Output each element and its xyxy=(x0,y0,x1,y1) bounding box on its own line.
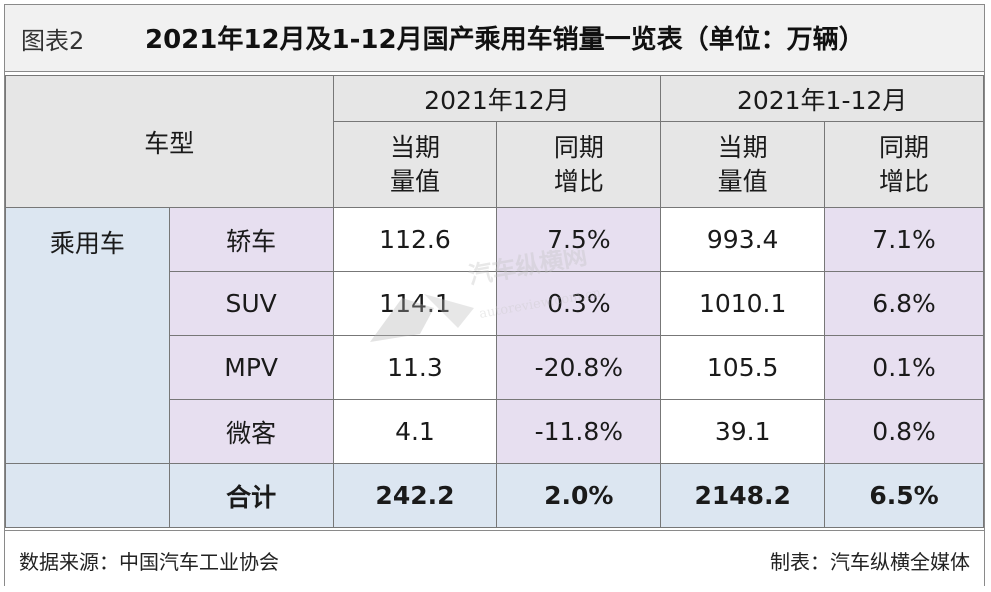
row-year-yoy: 0.1% xyxy=(824,335,984,400)
figure-frame: 图表2 2021年12月及1-12月国产乘用车销量一览表（单位：万辆） 车型 2… xyxy=(4,4,985,586)
total-row: 合计 242.2 2.0% 2148.2 6.5% xyxy=(5,463,984,528)
header-year-current-line2: 量值 xyxy=(717,166,768,196)
row-year-value: 993.4 xyxy=(660,207,826,272)
row-type: SUV xyxy=(168,271,334,336)
header-dec-current: 当期 量值 xyxy=(332,121,498,208)
header-period-dec: 2021年12月 xyxy=(332,75,662,122)
row-dec-value: 11.3 xyxy=(332,335,498,400)
row-dec-value: 112.6 xyxy=(332,207,498,272)
figure-title: 2021年12月及1-12月国产乘用车销量一览表（单位：万辆） xyxy=(145,25,865,55)
header-year-current: 当期 量值 xyxy=(660,121,826,208)
row-year-value: 1010.1 xyxy=(660,271,826,336)
row-dec-value: 4.1 xyxy=(332,399,498,464)
row-year-value: 39.1 xyxy=(660,399,826,464)
header-dec-current-line1: 当期 xyxy=(389,132,440,162)
row-year-value: 105.5 xyxy=(660,335,826,400)
total-year-yoy: 6.5% xyxy=(824,463,984,528)
table-row: SUV 114.1 0.3% 1010.1 6.8% xyxy=(6,271,984,336)
row-year-yoy: 7.1% xyxy=(824,207,984,272)
data-source: 数据来源：中国汽车工业协会 xyxy=(19,550,279,574)
row-type: 轿车 xyxy=(168,207,334,272)
table-maker: 制表：汽车纵横全媒体 xyxy=(770,550,970,574)
total-year-value: 2148.2 xyxy=(660,463,826,528)
figure-number: 图表2 xyxy=(21,27,85,55)
header-year-current-line1: 当期 xyxy=(717,132,768,162)
table-row: MPV 11.3 -20.8% 105.5 0.1% xyxy=(6,335,984,400)
footer: 数据来源：中国汽车工业协会 制表：汽车纵横全媒体 xyxy=(5,530,984,586)
total-dec-yoy: 2.0% xyxy=(496,463,662,528)
total-dec-value: 242.2 xyxy=(332,463,498,528)
row-dec-yoy: -11.8% xyxy=(496,399,662,464)
header-dec-yoy: 同期 增比 xyxy=(496,121,662,208)
row-dec-yoy: 7.5% xyxy=(496,207,662,272)
row-type: 微客 xyxy=(168,399,334,464)
title-bar: 图表2 2021年12月及1-12月国产乘用车销量一览表（单位：万辆） xyxy=(5,5,984,72)
header-vehicle-type: 车型 xyxy=(5,75,334,208)
row-dec-yoy: -20.8% xyxy=(496,335,662,400)
row-dec-yoy: 0.3% xyxy=(496,271,662,336)
row-year-yoy: 6.8% xyxy=(824,271,984,336)
header-period-year: 2021年1-12月 xyxy=(660,75,984,122)
header-dec-yoy-line1: 同期 xyxy=(553,132,604,162)
category-cell: 乘用车 xyxy=(5,207,170,464)
row-year-yoy: 0.8% xyxy=(824,399,984,464)
sales-table: 车型 2021年12月 2021年1-12月 当期 量值 同期 增比 当期 量值… xyxy=(5,75,984,528)
header-year-yoy-line1: 同期 xyxy=(879,132,930,162)
total-label: 合计 xyxy=(168,463,334,528)
header-year-yoy-line2: 增比 xyxy=(879,166,930,196)
table-row: 乘用车 轿车 112.6 7.5% 993.4 7.1% xyxy=(5,207,984,464)
row-type: MPV xyxy=(168,335,334,400)
row-dec-value: 114.1 xyxy=(332,271,498,336)
total-empty-cell xyxy=(5,463,170,528)
header-dec-current-line2: 量值 xyxy=(389,166,440,196)
header-year-yoy: 同期 增比 xyxy=(824,121,984,208)
header-dec-yoy-line2: 增比 xyxy=(553,166,604,196)
